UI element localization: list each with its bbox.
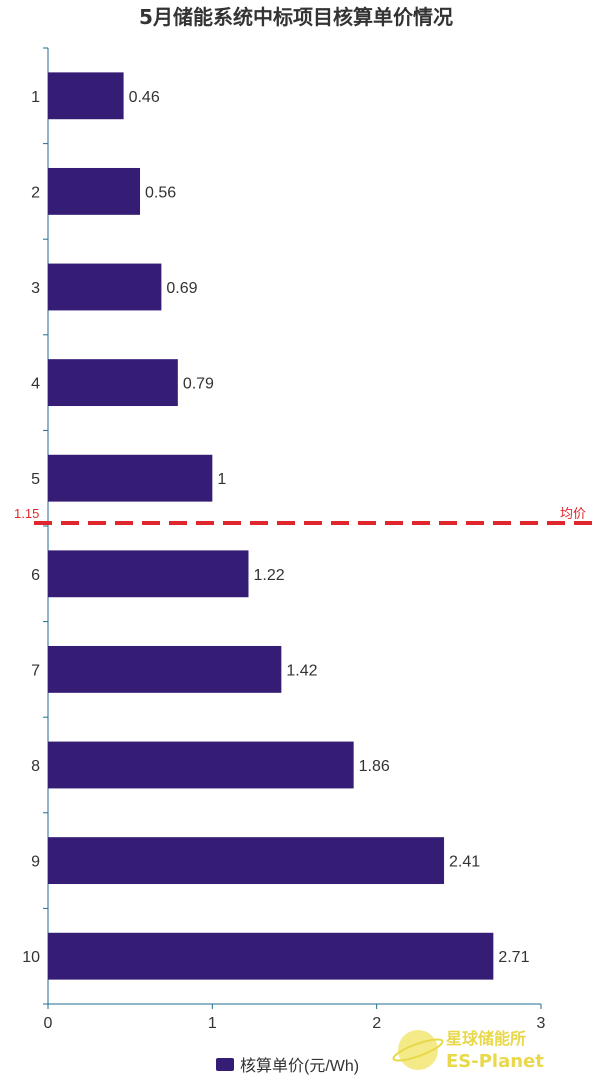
- category-label: 7: [31, 662, 40, 679]
- legend: 核算单价(元/Wh): [216, 1056, 359, 1075]
- category-label: 10: [22, 949, 40, 966]
- x-tick-label: 1: [208, 1015, 217, 1032]
- x-tick-label: 2: [372, 1015, 381, 1032]
- x-tick-label: 3: [537, 1015, 546, 1032]
- data-label: 1.22: [253, 567, 284, 584]
- data-label: 1.86: [359, 758, 390, 775]
- bar: [48, 72, 124, 120]
- data-label: 0.79: [183, 376, 214, 393]
- planet-ring-icon: [392, 1038, 444, 1062]
- watermark-en: ES-Planet: [446, 1051, 544, 1072]
- data-label: 0.56: [145, 184, 176, 201]
- category-label: 4: [31, 376, 40, 393]
- data-label: 2.41: [449, 854, 480, 871]
- category-label: 8: [31, 758, 40, 775]
- data-label: 1: [217, 471, 226, 488]
- category-label: 6: [31, 567, 40, 584]
- bar: [48, 167, 141, 215]
- bar: [48, 454, 213, 502]
- es-planet-watermark: 星球储能所 ES-Planet: [392, 1029, 544, 1072]
- legend-swatch: [216, 1058, 234, 1071]
- x-tick-label: 0: [44, 1015, 53, 1032]
- category-label: 5: [31, 471, 40, 488]
- value-labels: 1 0.46 2 0.56 3 0.69 4 0.79 5 1 6 1.22 7 1.42 8 1.86 9 2.…: [22, 89, 529, 966]
- bar: [48, 645, 282, 693]
- average-reference: 1.15 均价: [14, 506, 592, 525]
- chart-title: 5月储能系统中标项目核算单价情况: [139, 5, 453, 29]
- legend-label: 核算单价(元/Wh): [240, 1056, 359, 1075]
- watermark-cn: 星球储能所: [446, 1029, 526, 1048]
- category-label: 3: [31, 280, 40, 297]
- bar: [48, 263, 162, 311]
- category-label: 9: [31, 854, 40, 871]
- average-name-label: 均价: [560, 506, 586, 521]
- data-label: 2.71: [498, 949, 529, 966]
- bars: [48, 72, 494, 980]
- data-label: 0.46: [129, 89, 160, 106]
- average-value-label: 1.15: [14, 506, 39, 521]
- data-label: 0.69: [166, 280, 197, 297]
- data-label: 1.42: [286, 662, 317, 679]
- bar: [48, 359, 178, 407]
- category-label: 2: [31, 184, 40, 201]
- bar: [48, 932, 494, 980]
- bar: [48, 741, 354, 789]
- bar: [48, 837, 445, 885]
- bar: [48, 550, 249, 598]
- category-label: 1: [31, 89, 40, 106]
